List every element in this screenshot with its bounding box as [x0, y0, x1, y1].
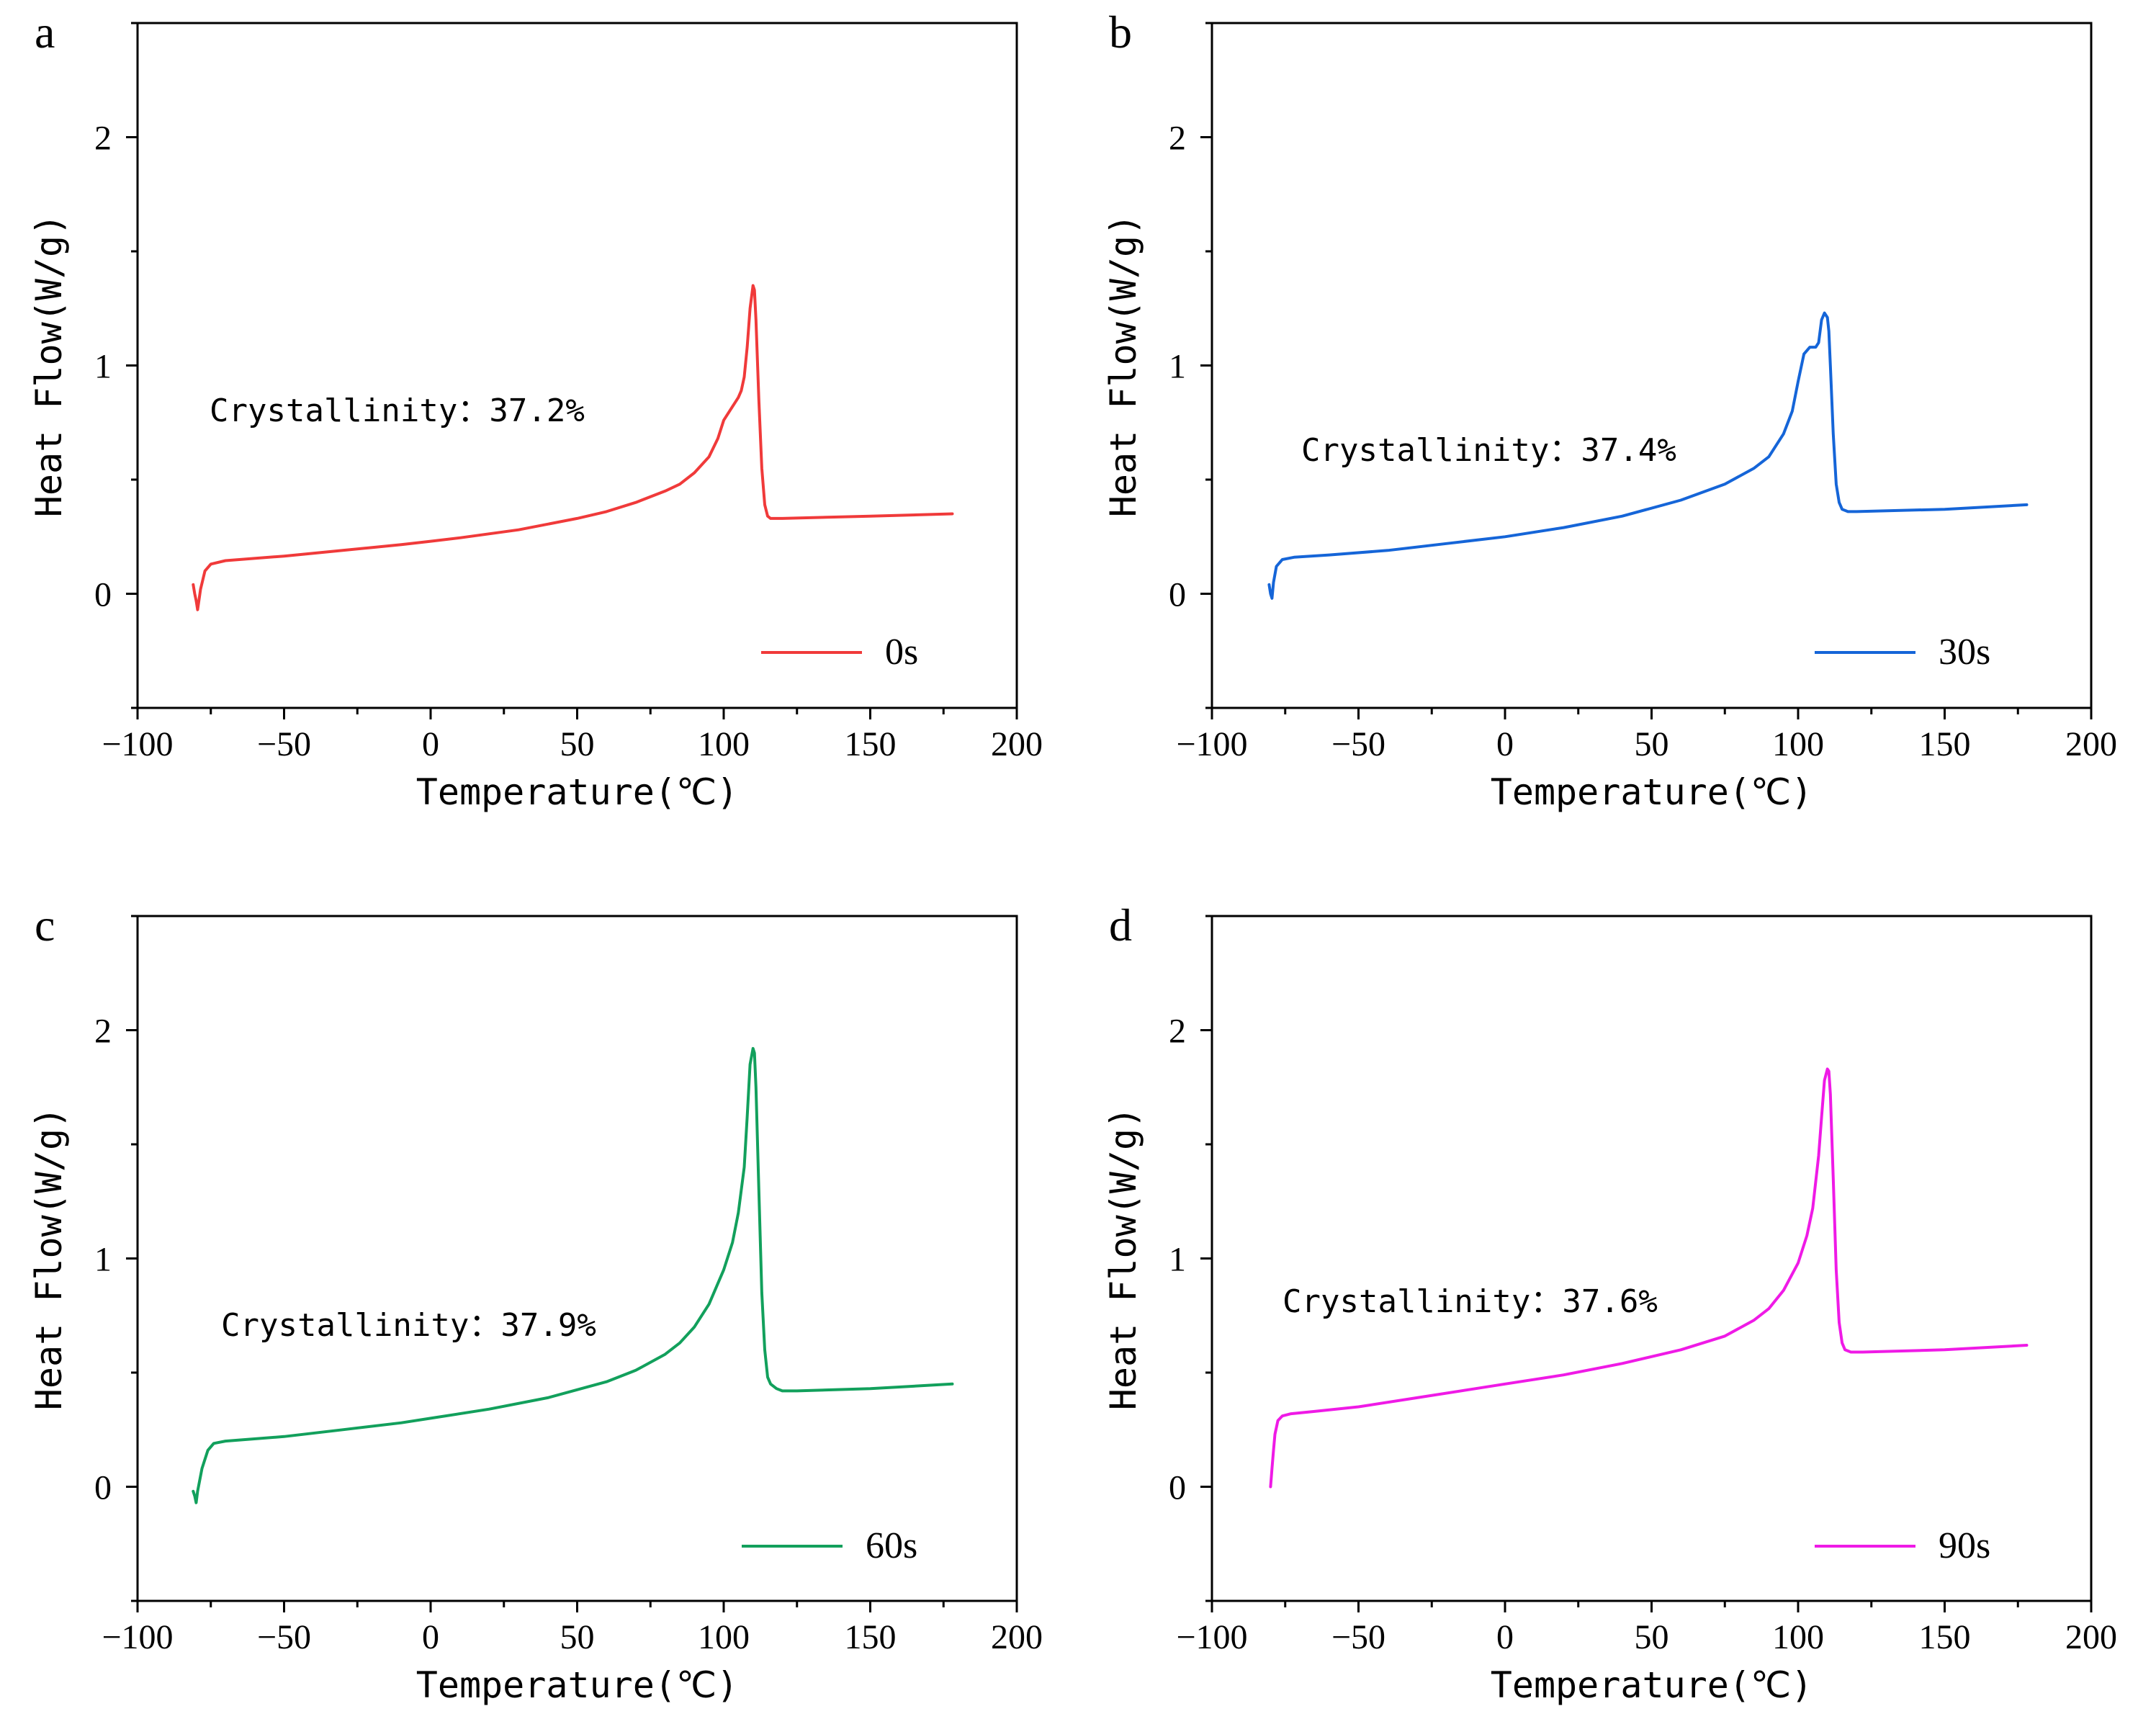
- plot-frame: [136, 915, 1018, 1602]
- x-tick-label: −100: [102, 725, 173, 763]
- y-tick-label: 1: [1169, 1241, 1186, 1279]
- x-axis-title: Temperature(℃): [416, 771, 739, 813]
- y-tick-label: 1: [94, 348, 112, 386]
- panel-b: b −100 −50 0 50 100 150 200 0 1 2 Temperature(℃) Hea…: [1102, 6, 2117, 813]
- x-tick-label: 200: [991, 725, 1043, 763]
- legend-label: 0s: [885, 632, 918, 673]
- series-line-30s: [1267, 311, 2029, 600]
- crystallinity-annotation: Crystallinity：37.2%: [210, 392, 585, 429]
- x-tick-label: 50: [560, 1618, 595, 1656]
- legend-label: 30s: [1939, 632, 1990, 673]
- panel-letter: d: [1109, 899, 1132, 951]
- x-tick-label: 0: [422, 725, 439, 763]
- x-tick-label: 150: [1919, 1618, 1971, 1656]
- x-tick-label: 100: [698, 725, 750, 763]
- y-tick-label: 0: [1169, 576, 1186, 614]
- x-tick-label: −100: [1176, 1618, 1247, 1656]
- crystallinity-annotation: Crystallinity：37.4%: [1301, 432, 1676, 469]
- x-tick-label: 50: [1635, 1618, 1669, 1656]
- legend-label: 60s: [866, 1525, 917, 1566]
- series-line-0s: [192, 284, 954, 611]
- x-tick-label: 150: [1919, 725, 1971, 763]
- y-tick-label: 2: [1169, 120, 1186, 158]
- crystallinity-annotation: Crystallinity：37.6%: [1283, 1283, 1658, 1320]
- x-tick-label: 50: [1635, 725, 1669, 763]
- x-tick-label: 0: [422, 1618, 439, 1656]
- x-tick-label: 150: [845, 1618, 897, 1656]
- x-tick-label: −50: [1331, 1618, 1385, 1656]
- crystallinity-annotation: Crystallinity：37.9%: [221, 1307, 596, 1344]
- series-line-60s: [192, 1046, 954, 1504]
- y-tick-label: 2: [94, 1013, 112, 1051]
- y-tick-label: 2: [1169, 1013, 1186, 1051]
- y-tick-label: 1: [1169, 348, 1186, 386]
- y-axis-title: Heat Flow(W/g): [1102, 214, 1144, 517]
- plot-frame: [1210, 22, 2093, 709]
- panel-letter: c: [35, 899, 55, 951]
- x-tick-label: −50: [257, 725, 311, 763]
- x-axis-title: Temperature(℃): [1491, 771, 1813, 813]
- y-tick-label: 1: [94, 1241, 112, 1279]
- x-tick-label: −100: [1176, 725, 1247, 763]
- y-axis-title: Heat Flow(W/g): [1102, 1107, 1144, 1410]
- y-axis-title: Heat Flow(W/g): [28, 214, 70, 517]
- x-tick-label: 200: [991, 1618, 1043, 1656]
- x-tick-label: 0: [1496, 1618, 1514, 1656]
- panel-c: c −100 −50 0 50 100 150 200 0 1 2 Temperature(℃) Hea…: [28, 899, 1043, 1706]
- y-tick-label: 2: [94, 120, 112, 158]
- panel-letter: b: [1109, 6, 1132, 58]
- plot-frame: [136, 22, 1018, 709]
- x-tick-label: 100: [1772, 1618, 1824, 1656]
- x-tick-label: −50: [1331, 725, 1385, 763]
- y-tick-label: 0: [94, 1469, 112, 1507]
- y-tick-label: 0: [1169, 1469, 1186, 1507]
- x-tick-label: 100: [1772, 725, 1824, 763]
- x-axis-title: Temperature(℃): [416, 1664, 739, 1706]
- x-tick-label: 200: [2065, 1618, 2117, 1656]
- panel-letter: a: [35, 6, 55, 58]
- y-tick-label: 0: [94, 576, 112, 614]
- y-axis-title: Heat Flow(W/g): [28, 1107, 70, 1410]
- x-tick-label: 50: [560, 725, 595, 763]
- plot-frame: [1210, 915, 2093, 1602]
- panel-d: d −100 −50 0 50 100 150 200 0 1 2 Temperature(℃) Hea…: [1102, 899, 2117, 1706]
- x-tick-label: 100: [698, 1618, 750, 1656]
- x-tick-label: 150: [845, 725, 897, 763]
- legend-label: 90s: [1939, 1525, 1990, 1566]
- x-tick-label: 0: [1496, 725, 1514, 763]
- series-line-90s: [1269, 1067, 2029, 1489]
- x-tick-label: 200: [2065, 725, 2117, 763]
- x-tick-label: −50: [257, 1618, 311, 1656]
- x-axis-title: Temperature(℃): [1491, 1664, 1813, 1706]
- panel-a: a −100 −50 0 50 100 150 200 0 1 2 Temperature(℃) Hea…: [28, 6, 1043, 813]
- x-tick-label: −100: [102, 1618, 173, 1656]
